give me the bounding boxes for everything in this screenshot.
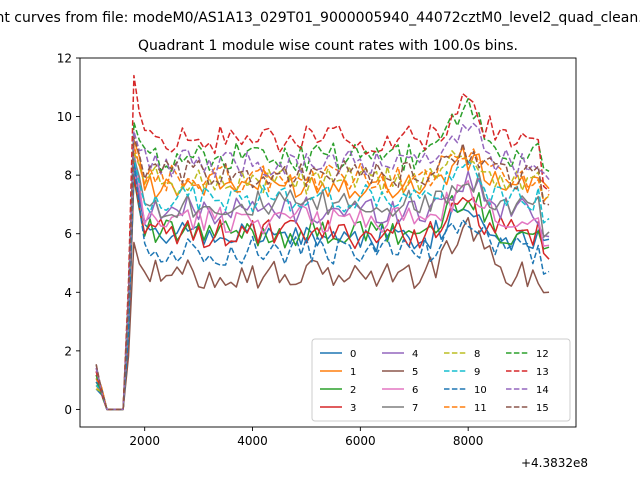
legend-label-12: 12 [536,349,549,360]
figure-suptitle: Light curves from file: modeM0/AS1A13_02… [0,10,640,26]
x-axis-offset-label: +4.3832e8 [521,456,588,470]
x-tick-label: 2000 [129,434,160,448]
legend-label-0: 0 [350,349,356,360]
legend-label-11: 11 [474,403,487,414]
x-tick-label: 6000 [345,434,376,448]
y-tick-label: 8 [64,169,72,183]
legend-label-10: 10 [474,385,487,396]
series-line-6 [95,150,550,411]
x-tick-label: 8000 [453,434,484,448]
y-tick-label: 0 [64,403,72,417]
legend-label-13: 13 [536,367,549,378]
legend-label-1: 1 [350,367,356,378]
series-line-3 [95,174,550,411]
legend-label-8: 8 [474,349,480,360]
legend-label-2: 2 [350,385,356,396]
legend-label-7: 7 [412,403,418,414]
series-line-2 [95,177,550,411]
series-line-11 [95,145,550,411]
axes-frame [79,57,577,428]
legend-label-3: 3 [350,403,356,414]
y-tick-label: 2 [64,344,72,358]
series-layer [95,74,550,411]
series-line-8 [95,150,550,411]
y-tick-label: 12 [57,52,72,66]
legend-label-5: 5 [412,367,418,378]
legend-label-4: 4 [412,349,418,360]
y-tick-label: 10 [57,110,72,124]
series-line-14 [95,122,550,411]
legend-label-15: 15 [536,403,549,414]
y-tick-label: 4 [64,286,72,300]
legend-label-6: 6 [412,385,418,396]
series-line-10 [95,162,550,411]
series-line-13 [95,74,550,411]
x-tick-label: 4000 [237,434,268,448]
series-line-15 [95,136,550,411]
legend-label-14: 14 [536,385,549,396]
legend-label-9: 9 [474,367,480,378]
legend-box [311,338,571,422]
series-line-12 [95,97,550,411]
series-line-5 [95,216,550,411]
y-axis: 0 2 4 6 8 10 12 [57,52,80,417]
x-axis: 2000 4000 6000 8000 [129,427,483,448]
series-line-9 [95,156,550,411]
y-tick-label: 6 [64,227,72,241]
chart-title: Quadrant 1 module wise count rates with … [138,38,518,54]
